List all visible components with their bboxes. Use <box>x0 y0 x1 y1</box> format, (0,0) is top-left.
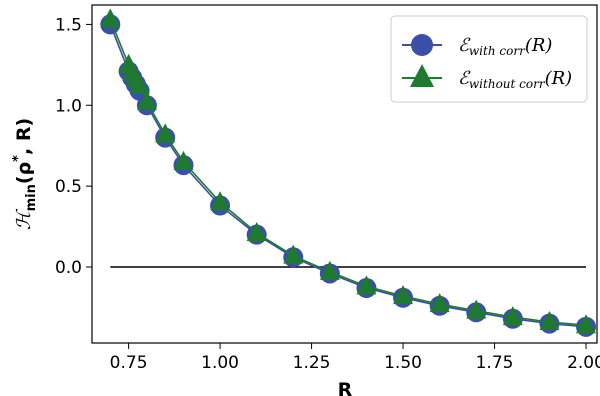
y-tick-label: 1.0 <box>55 96 82 116</box>
legend-marker-with-corr <box>411 34 433 56</box>
data-point-without-corr <box>356 275 377 295</box>
data-point-without-corr <box>210 191 231 211</box>
legend-label-without-corr: ℰwithout corr(R) <box>458 68 572 91</box>
data-point-without-corr <box>136 91 157 111</box>
legend-frame <box>390 15 588 103</box>
data-point-without-corr <box>319 260 340 280</box>
legend-marker-without-corr <box>410 64 434 87</box>
y-axis-title-tail: , R) <box>13 118 35 155</box>
data-point-without-corr <box>283 244 304 264</box>
data-point-without-corr <box>393 285 414 305</box>
x-axis-title: R <box>338 379 353 396</box>
x-tick-label: 0.75 <box>110 353 148 373</box>
legend-without-corr-main: ℰ <box>458 68 471 89</box>
y-axis-title: ℋmin(ρ*, R) <box>11 118 39 230</box>
data-point-without-corr <box>429 293 450 313</box>
data-point-without-corr <box>502 306 523 326</box>
y-axis-title-main: ℋ <box>13 208 35 230</box>
y-axis-title-rest: (ρ <box>13 162 35 184</box>
data-point-without-corr <box>173 150 194 170</box>
legend-with-corr-sub: with corr <box>469 44 526 58</box>
x-tick-label: 1.50 <box>384 353 422 373</box>
x-tick-label: 2.00 <box>567 353 600 373</box>
legend-with-corr-main: ℰ <box>458 35 471 56</box>
data-point-without-corr <box>129 74 150 94</box>
legend-label-with-corr: ℰwith corr(R) <box>458 35 552 58</box>
data-point-without-corr <box>576 314 597 334</box>
y-axis-title-sub: min <box>24 184 39 211</box>
y-tick-label: 0.5 <box>55 177 82 197</box>
data-point-without-corr <box>539 310 560 330</box>
x-tick-label: 1.00 <box>201 353 239 373</box>
x-tick-label: 1.75 <box>476 353 514 373</box>
y-tick-label: 0.0 <box>55 258 82 278</box>
data-point-without-corr <box>246 222 267 242</box>
legend: ℰwith corr(R) ℰwithout corr(R) <box>390 15 588 103</box>
data-point-without-corr <box>155 123 176 143</box>
plot-frame <box>91 4 598 344</box>
legend-without-corr-sub: without corr <box>469 77 546 91</box>
legend-with-corr-arg: (R) <box>525 35 553 56</box>
data-point-without-corr <box>466 299 487 319</box>
legend-without-corr-arg: (R) <box>545 68 573 89</box>
y-tick-label: 1.5 <box>55 15 82 35</box>
y-axis-title-sup: * <box>11 155 26 162</box>
x-tick-label: 1.25 <box>293 353 331 373</box>
data-point-without-corr <box>100 8 121 28</box>
